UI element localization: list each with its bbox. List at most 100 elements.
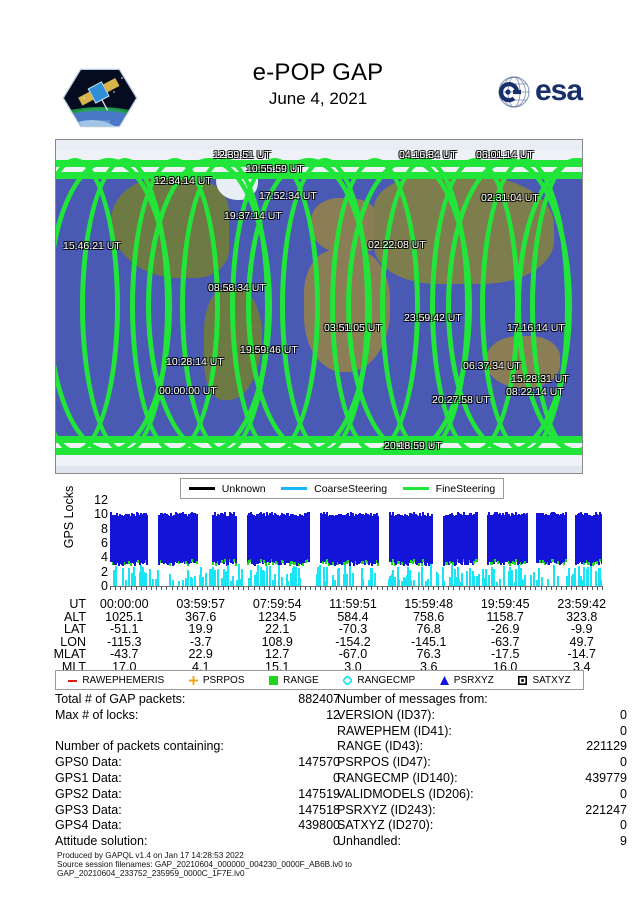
data-point xyxy=(258,513,261,563)
data-point xyxy=(413,559,415,563)
table-cell: 11:59:51 xyxy=(329,597,377,611)
data-point xyxy=(446,562,448,566)
x-tick xyxy=(227,586,229,590)
data-point xyxy=(276,515,279,566)
message-stat-value: 0 xyxy=(620,755,627,770)
data-point xyxy=(578,565,580,586)
data-point xyxy=(141,514,144,565)
data-point xyxy=(539,512,541,563)
packet-stat-label: GPS0 Data: xyxy=(55,755,122,770)
data-point xyxy=(273,573,276,586)
data-point xyxy=(303,512,306,563)
data-point xyxy=(564,559,567,563)
data-point xyxy=(425,515,427,566)
square-open-icon xyxy=(518,675,528,685)
x-tick xyxy=(494,586,496,590)
message-stat-row: RAWEPHEM (ID41): 0 xyxy=(337,724,627,740)
symbol-legend-label: SATXYZ xyxy=(532,674,571,686)
message-stat-label: VALIDMODELS (ID206): xyxy=(337,786,474,801)
data-point xyxy=(360,561,363,564)
table-cell: 758.6 xyxy=(413,609,445,624)
data-point xyxy=(123,514,126,565)
gps-locks-axis-label: GPS Locks xyxy=(62,485,76,549)
packet-stat-value: 0 xyxy=(333,834,340,849)
x-tick xyxy=(489,586,491,590)
data-point xyxy=(191,512,193,563)
data-point xyxy=(419,512,421,563)
data-point xyxy=(162,514,165,565)
message-stat-label: RANGECMP (ID140): xyxy=(337,770,458,785)
packets-containing-heading: Number of packets containing: xyxy=(55,739,224,754)
map-steering-legend: Unknown CoarseSteering FineSteering xyxy=(180,478,504,499)
x-tick xyxy=(463,586,465,590)
data-point xyxy=(320,512,322,563)
data-point xyxy=(302,562,304,566)
x-tick xyxy=(566,586,568,590)
data-point xyxy=(372,513,375,564)
data-point xyxy=(471,515,474,566)
data-point xyxy=(420,562,423,566)
data-point xyxy=(296,515,298,566)
data-point xyxy=(461,572,463,586)
table-cell: -3.7 xyxy=(189,634,212,649)
data-point xyxy=(185,514,187,565)
data-point xyxy=(305,559,307,563)
x-tick xyxy=(320,586,322,590)
packet-stat-label: GPS3 Data: xyxy=(55,802,122,817)
data-point xyxy=(332,562,334,566)
symbol-legend-item-psrxyz: PSRXYZ xyxy=(439,675,494,686)
data-point xyxy=(500,514,502,565)
data-point xyxy=(404,513,406,564)
x-tick xyxy=(571,586,573,590)
data-point xyxy=(267,514,270,565)
x-tick xyxy=(299,586,301,590)
data-point xyxy=(552,512,555,563)
x-tick xyxy=(576,586,578,590)
data-point xyxy=(450,565,453,586)
x-tick xyxy=(294,586,296,590)
data-point xyxy=(249,570,252,586)
data-point xyxy=(186,570,189,586)
data-point xyxy=(422,559,424,563)
data-point xyxy=(174,512,177,563)
data-point xyxy=(510,570,513,586)
data-point xyxy=(209,569,211,586)
message-stat-label: PSRXYZ (ID243): xyxy=(337,802,436,817)
data-point xyxy=(198,575,201,586)
data-point xyxy=(494,512,496,563)
data-point xyxy=(156,569,159,586)
data-point xyxy=(180,512,183,563)
data-point xyxy=(323,566,325,586)
data-point xyxy=(173,514,175,565)
data-point xyxy=(552,564,555,586)
x-tick xyxy=(438,586,439,590)
data-point xyxy=(189,512,192,563)
footer-line-source-2: GAP_20210604_233752_235959_0000C_1F7E.lv… xyxy=(57,869,245,879)
x-tick xyxy=(386,586,388,590)
data-point xyxy=(338,567,340,586)
data-point xyxy=(362,579,364,586)
data-point xyxy=(470,513,472,564)
legend-label: Unknown xyxy=(221,482,266,495)
data-point xyxy=(249,512,252,563)
data-point xyxy=(509,562,511,566)
ground-track-map: 12:39:51 UT 10:55:59 UT 12:34:14 UT 17:52:3… xyxy=(55,139,583,474)
data-point xyxy=(585,512,588,563)
total-packets-label: Total # of GAP packets: xyxy=(55,692,186,706)
data-point xyxy=(278,564,280,586)
data-point xyxy=(297,562,300,566)
data-point xyxy=(324,561,327,565)
x-tick xyxy=(186,586,188,590)
table-row-label: ALT xyxy=(64,609,86,624)
x-tick xyxy=(253,586,255,590)
x-tick xyxy=(309,586,311,590)
data-point xyxy=(374,513,376,564)
data-point xyxy=(389,512,391,563)
data-point xyxy=(294,567,297,586)
data-point xyxy=(164,513,166,564)
data-point xyxy=(186,515,189,566)
data-point xyxy=(557,514,559,565)
data-point xyxy=(260,559,262,563)
data-point xyxy=(599,512,601,563)
x-tick xyxy=(356,586,357,590)
